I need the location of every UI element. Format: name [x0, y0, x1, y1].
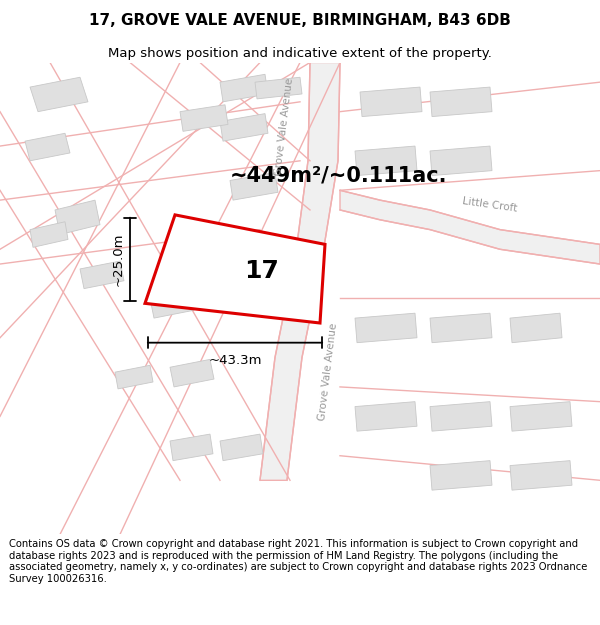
Polygon shape	[55, 200, 100, 234]
Polygon shape	[355, 402, 417, 431]
Text: ~25.0m: ~25.0m	[112, 232, 125, 286]
Text: Contains OS data © Crown copyright and database right 2021. This information is : Contains OS data © Crown copyright and d…	[9, 539, 587, 584]
Polygon shape	[430, 402, 492, 431]
Polygon shape	[220, 434, 263, 461]
Polygon shape	[180, 105, 228, 131]
Text: 17, GROVE VALE AVENUE, BIRMINGHAM, B43 6DB: 17, GROVE VALE AVENUE, BIRMINGHAM, B43 6…	[89, 13, 511, 28]
Text: Grove Vale Avenue: Grove Vale Avenue	[273, 77, 295, 176]
Polygon shape	[255, 78, 302, 99]
Polygon shape	[30, 222, 68, 248]
Polygon shape	[510, 461, 572, 490]
Polygon shape	[510, 313, 562, 342]
Polygon shape	[340, 190, 600, 264]
Text: Little Croft: Little Croft	[462, 196, 518, 214]
Polygon shape	[430, 87, 492, 117]
Text: ~449m²/~0.111ac.: ~449m²/~0.111ac.	[230, 166, 448, 186]
Polygon shape	[360, 87, 422, 117]
Polygon shape	[115, 365, 153, 389]
Polygon shape	[510, 402, 572, 431]
Text: ~43.3m: ~43.3m	[208, 354, 262, 367]
Text: Map shows position and indicative extent of the property.: Map shows position and indicative extent…	[108, 47, 492, 59]
Text: Grove Vale Avenue: Grove Vale Avenue	[317, 322, 339, 422]
Polygon shape	[260, 62, 340, 480]
Polygon shape	[430, 461, 492, 490]
Polygon shape	[25, 133, 70, 161]
Polygon shape	[220, 74, 268, 102]
Polygon shape	[355, 146, 417, 176]
Polygon shape	[150, 291, 194, 318]
Polygon shape	[170, 434, 213, 461]
Polygon shape	[145, 215, 325, 323]
Polygon shape	[355, 313, 417, 342]
Polygon shape	[245, 241, 288, 269]
Polygon shape	[230, 173, 278, 200]
Polygon shape	[170, 359, 214, 387]
Polygon shape	[220, 114, 268, 141]
Text: 17: 17	[244, 259, 278, 283]
Polygon shape	[80, 261, 124, 289]
Polygon shape	[430, 146, 492, 176]
Polygon shape	[30, 78, 88, 112]
Polygon shape	[430, 313, 492, 342]
